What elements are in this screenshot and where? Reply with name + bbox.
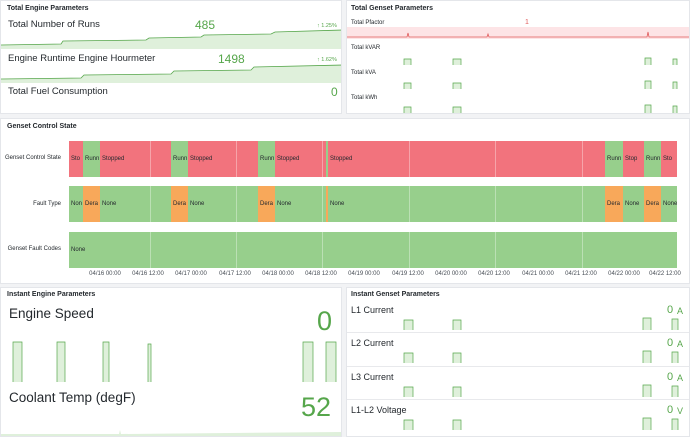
coolant-temp-value: 52 (301, 392, 332, 422)
genset-sparklines (403, 57, 678, 113)
engine-runtime-value: 1498 (218, 52, 245, 66)
time-tick: 04/17 12:00 (219, 271, 251, 277)
time-tick: 04/17 00:00 (175, 271, 207, 277)
engine-runtime-sparkline (1, 64, 341, 83)
row-label-fault-type: Fault Type (33, 201, 61, 207)
genset-control-state-panel: Genset Control State Genset Control Stat… (0, 118, 690, 284)
panel-title: Instant Engine Parameters (7, 291, 96, 298)
divider (347, 332, 689, 333)
time-tick: 04/21 12:00 (565, 271, 597, 277)
total-kwh-label: Total kWh (351, 95, 378, 101)
engine-speed-sparkline (12, 341, 337, 382)
fault-segment[interactable] (326, 186, 328, 222)
total-runs-value: 485 (195, 18, 216, 32)
state-segment[interactable]: Runn (605, 141, 623, 177)
fault-segment[interactable]: Dera (644, 186, 661, 222)
total-engine-parameters-panel: Total Engine Parameters Total Number of … (0, 0, 342, 114)
panel-title: Total Engine Parameters (7, 5, 89, 12)
instant-engine-parameters-panel: Instant Engine Parameters Engine Speed 0… (0, 287, 342, 437)
fault-segment[interactable]: None (275, 186, 326, 222)
fault-segment[interactable]: Dera (605, 186, 623, 222)
l1-current-unit: A (677, 306, 684, 316)
fault-code-segment[interactable]: None (69, 232, 677, 268)
state-segment[interactable]: Stopped (275, 141, 326, 177)
l3-current-label: L3 Current (351, 372, 394, 382)
l2-current-label: L2 Current (351, 338, 394, 348)
coolant-temp-label: Coolant Temp (degF) (9, 390, 136, 405)
instant-genset-parameters-panel: Instant Genset Parameters L1 Current 0 A… (346, 287, 690, 437)
total-kvar-label: Total kVAR (351, 45, 381, 51)
state-segment[interactable]: Stopped (188, 141, 258, 177)
grid-line (236, 141, 237, 268)
state-segment[interactable]: Stop (623, 141, 644, 177)
time-tick: 04/22 12:00 (649, 271, 681, 277)
total-runs-label: Total Number of Runs (8, 19, 100, 30)
row-label-fault-codes: Genset Fault Codes (7, 246, 61, 252)
engine-speed-value: 0 (317, 306, 333, 336)
state-segment[interactable]: Runn (83, 141, 100, 177)
fault-segment[interactable]: Non (69, 186, 83, 222)
fault-segment[interactable]: None (328, 186, 605, 222)
state-segment[interactable]: Runn (258, 141, 275, 177)
time-tick: 04/21 00:00 (522, 271, 554, 277)
instant-genset-sparklines (403, 317, 679, 430)
l2-current-value: 0 (667, 337, 674, 349)
time-tick: 04/19 12:00 (392, 271, 424, 277)
fault-segment[interactable]: Dera (258, 186, 275, 222)
divider (347, 366, 689, 367)
panel-title: Genset Control State (7, 123, 77, 130)
total-pfactor-sparkline (347, 27, 689, 39)
fault-segment[interactable]: None (661, 186, 677, 222)
fault-segment[interactable]: None (100, 186, 171, 222)
engine-runtime-label: Engine Runtime Engine Hourmeter (8, 53, 156, 64)
l1-l2-voltage-label: L1-L2 Voltage (351, 405, 407, 415)
l1-l2-voltage-value: 0 (667, 404, 674, 416)
total-runs-sparkline (1, 29, 341, 49)
fuel-consumption-label: Total Fuel Consumption (8, 86, 108, 97)
panel-title: Instant Genset Parameters (351, 291, 440, 298)
panel-title: Total Genset Parameters (351, 5, 433, 12)
time-tick: 04/20 12:00 (478, 271, 510, 277)
state-segment[interactable]: Runn (644, 141, 661, 177)
divider (347, 399, 689, 400)
time-tick: 04/16 00:00 (89, 271, 121, 277)
l3-current-unit: A (677, 373, 684, 383)
state-segment[interactable]: Stopped (328, 141, 605, 177)
total-genset-parameters-panel: Total Genset Parameters Total Pfactor 1 … (346, 0, 690, 114)
total-pfactor-value: 1 (525, 19, 529, 26)
l3-current-value: 0 (667, 371, 674, 383)
engine-runtime-change: ↑ 1.62% (317, 57, 337, 63)
engine-speed-label: Engine Speed (9, 306, 94, 321)
fault-segment[interactable]: Dera (171, 186, 188, 222)
state-segment[interactable]: Sto (69, 141, 83, 177)
l1-current-label: L1 Current (351, 305, 394, 315)
fault-segment[interactable]: None (623, 186, 644, 222)
coolant-temp-sparkline (1, 430, 341, 436)
l2-current-unit: A (677, 339, 684, 349)
time-tick: 04/22 00:00 (608, 271, 640, 277)
row-label-control-state: Genset Control State (4, 155, 61, 161)
l1-current-value: 0 (667, 304, 674, 316)
total-runs-change: ↑ 1.25% (317, 23, 337, 29)
time-tick: 04/20 00:00 (435, 271, 467, 277)
fault-segment[interactable]: Dera (83, 186, 100, 222)
fuel-consumption-value: 0 (331, 85, 338, 99)
state-segment[interactable]: Sto (661, 141, 677, 177)
grid-line (495, 141, 496, 268)
state-segment[interactable] (326, 141, 328, 177)
grid-line (150, 141, 151, 268)
time-tick: 04/18 12:00 (305, 271, 337, 277)
time-tick: 04/16 12:00 (132, 271, 164, 277)
time-tick: 04/19 00:00 (348, 271, 380, 277)
grid-line (322, 141, 323, 268)
total-kva-label: Total kVA (351, 70, 376, 76)
total-pfactor-label: Total Pfactor (351, 20, 385, 26)
state-segment[interactable]: Runn (171, 141, 188, 177)
l1-l2-voltage-unit: V (677, 406, 684, 416)
state-segment[interactable]: Stopped (100, 141, 171, 177)
fault-segment[interactable]: None (188, 186, 258, 222)
grid-line (409, 141, 410, 268)
grid-line (582, 141, 583, 268)
time-tick: 04/18 00:00 (262, 271, 294, 277)
